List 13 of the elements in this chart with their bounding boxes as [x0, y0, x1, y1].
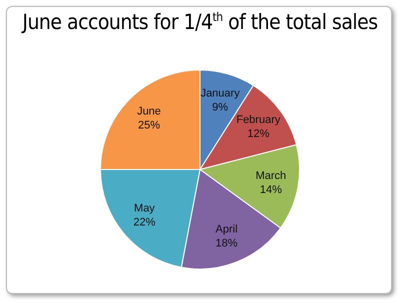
data-label: 25%: [138, 120, 160, 132]
data-label: 18%: [216, 238, 238, 250]
chart-title: June accounts for 1/4$^{th}$ of the total sales: [20, 10, 379, 34]
slice-label: March: [256, 170, 286, 182]
slice-label: June: [137, 106, 161, 118]
slice-label: January: [200, 87, 240, 100]
slice-label: February: [236, 114, 281, 126]
slice-label: April: [216, 224, 238, 236]
data-label: 14%: [260, 184, 282, 196]
slice-label: May: [134, 202, 156, 215]
data-label: 9%: [212, 101, 228, 114]
data-label: 22%: [133, 216, 156, 229]
data-label: 12%: [247, 128, 270, 140]
